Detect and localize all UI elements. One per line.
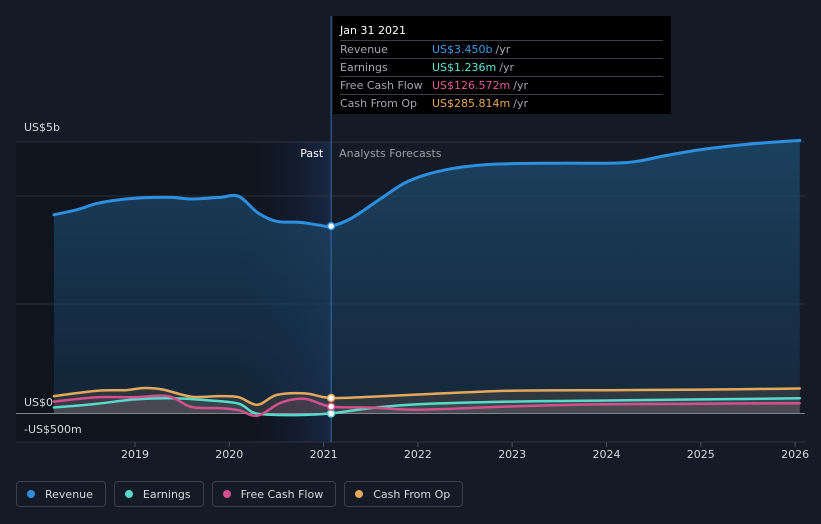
past-label: Past	[300, 147, 324, 160]
tooltip-label: Revenue	[340, 43, 388, 56]
legend-label: Earnings	[142, 487, 191, 501]
cash-from-op-line	[52, 386, 802, 407]
x-tick-label: 2020	[215, 448, 243, 461]
x-tick-label: 2024	[593, 448, 621, 461]
legend-item-revenue[interactable]: Revenue	[16, 481, 106, 507]
forecast-label: Analysts Forecasts	[339, 147, 442, 160]
x-tick-label: 2025	[687, 448, 715, 461]
x-tick-label: 2021	[310, 448, 338, 461]
earnings-marker	[326, 409, 336, 418]
revenue-area	[53, 140, 800, 414]
tooltip-unit: /yr	[499, 61, 514, 74]
free-cash-flow-marker	[326, 402, 336, 411]
y-tick-label: US$0	[24, 396, 53, 409]
tooltip-unit: /yr	[513, 79, 528, 92]
legend-label: Free Cash Flow	[240, 487, 324, 501]
tooltip-row-free-cash-flow: Free Cash Flow US$126.572m /yr	[340, 76, 663, 94]
revenue-dot-icon	[27, 490, 35, 498]
x-tick-label: 2019	[121, 448, 149, 461]
tooltip-value: US$1.236m	[432, 61, 497, 74]
earnings-line	[52, 397, 802, 417]
free-cash-flow-dot-icon	[222, 490, 231, 498]
tooltip-label: Free Cash Flow	[340, 79, 423, 92]
tooltip-value: US$285.814m	[432, 97, 511, 110]
tooltip-date: Jan 31 2021	[340, 24, 406, 37]
legend-label: Cash From Op	[373, 487, 451, 501]
cash-from-op-dot-icon	[355, 490, 364, 498]
cash-from-op-area	[53, 387, 800, 414]
legend-item-earnings[interactable]: Earnings	[113, 481, 204, 507]
tooltip-row-revenue: Revenue US$3.450b /yr	[340, 40, 663, 58]
x-tick-label: 2023	[498, 448, 526, 461]
tooltip-label: Earnings	[340, 61, 388, 74]
tooltip-value: US$3.450b	[432, 43, 493, 56]
y-tick-label: -US$500m	[24, 423, 82, 436]
tooltip-label: Cash From Op	[340, 97, 418, 110]
legend-item-free-cash-flow[interactable]: Free Cash Flow	[211, 481, 337, 507]
earnings-dot-icon	[124, 490, 133, 498]
free-cash-flow-line	[52, 394, 802, 418]
x-tick-label: 2022	[404, 448, 432, 461]
tooltip-row-cash-from-op: Cash From Op US$285.814m /yr	[340, 94, 663, 112]
tooltip-row-earnings: Earnings US$1.236m /yr	[340, 58, 663, 76]
y-tick-label: US$5b	[24, 121, 60, 134]
legend-item-cash-from-op[interactable]: Cash From Op	[344, 481, 464, 507]
x-tick-label: 2026	[781, 448, 809, 461]
legend: Revenue Earnings Free Cash Flow Cash Fro…	[16, 481, 464, 509]
tooltip-unit: /yr	[513, 97, 528, 110]
legend-label: Revenue	[45, 487, 93, 501]
revenue-line	[52, 138, 802, 229]
revenue-marker	[326, 221, 336, 231]
tooltip: Jan 31 2021 Revenue US$3.450b /yr Earnin…	[333, 16, 671, 114]
tooltip-unit: /yr	[495, 43, 511, 56]
tooltip-value: US$126.572m	[432, 79, 511, 92]
cash-from-op-marker	[326, 393, 336, 403]
